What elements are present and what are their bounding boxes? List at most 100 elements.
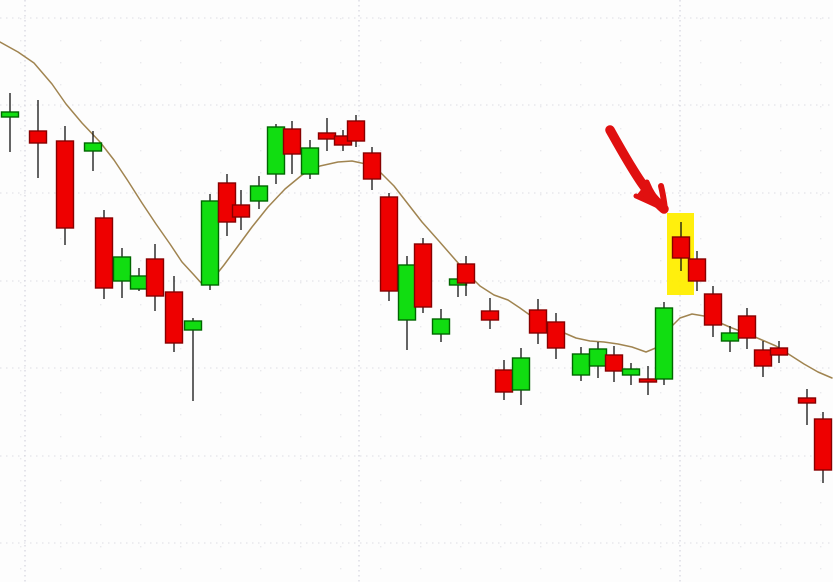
- candle: [753, 341, 773, 377]
- candle-body: [379, 196, 399, 292]
- candle-body: [511, 357, 531, 391]
- grid-dot: [460, 238, 462, 240]
- grid-dot: [300, 106, 302, 108]
- grid-dot: [380, 304, 382, 306]
- candle: [797, 389, 817, 425]
- grid-dot: [220, 260, 222, 262]
- grid-dot: [540, 150, 542, 152]
- grid-dot: [300, 370, 302, 372]
- grid-dot: [540, 502, 542, 504]
- grid-dot: [540, 172, 542, 174]
- candle-body: [604, 354, 624, 372]
- grid-dot: [140, 392, 142, 394]
- candle-body: [720, 332, 740, 342]
- grid-dot: [780, 458, 782, 460]
- grid-dot: [60, 348, 62, 350]
- candle-body: [456, 263, 476, 284]
- grid-dot: [260, 502, 262, 504]
- grid-dot: [460, 304, 462, 306]
- candle: [217, 174, 237, 236]
- grid-dot: [660, 304, 662, 306]
- grid-dot: [340, 18, 342, 20]
- grid-dot: [420, 546, 422, 548]
- grid-dot: [500, 414, 502, 416]
- grid-dot: [220, 480, 222, 482]
- grid-dot: [460, 480, 462, 482]
- candle: [431, 309, 451, 342]
- candle-body: [217, 182, 237, 223]
- grid-dot: [620, 326, 622, 328]
- grid-dot: [780, 40, 782, 42]
- grid-dot: [540, 458, 542, 460]
- grid-dot: [500, 568, 502, 570]
- candle: [413, 238, 433, 313]
- candle-body: [112, 256, 132, 282]
- grid-dot: [140, 238, 142, 240]
- grid-dot: [20, 304, 22, 306]
- arrow-head-barb: [658, 183, 668, 212]
- grid-dot: [220, 172, 222, 174]
- grid-dot: [540, 128, 542, 130]
- grid-dot: [740, 502, 742, 504]
- grid-dot: [100, 480, 102, 482]
- grid-dot: [260, 260, 262, 262]
- grid-dot: [220, 238, 222, 240]
- grid-dot: [740, 40, 742, 42]
- grid-dot: [300, 326, 302, 328]
- grid-dot: [820, 150, 822, 152]
- candle: [703, 286, 723, 337]
- grid-dot: [460, 18, 462, 20]
- candle-body: [413, 243, 433, 308]
- grid-dot: [620, 414, 622, 416]
- grid-dot: [20, 524, 22, 526]
- grid-dot: [140, 568, 142, 570]
- grid-dot: [780, 128, 782, 130]
- grid-dot: [580, 326, 582, 328]
- grid-dot: [60, 436, 62, 438]
- grid-dot: [340, 282, 342, 284]
- grid-dot: [740, 458, 742, 460]
- grid-dot: [740, 414, 742, 416]
- candle-body: [282, 128, 302, 155]
- grid-dot: [620, 106, 622, 108]
- grid-dot: [260, 238, 262, 240]
- grid-dot: [700, 480, 702, 482]
- grid-dot: [220, 524, 222, 526]
- grid-dot: [380, 18, 382, 20]
- grid-dot: [100, 40, 102, 42]
- grid-dot: [20, 370, 22, 372]
- grid-dot: [500, 172, 502, 174]
- grid-dot: [140, 348, 142, 350]
- grid-dot: [620, 62, 622, 64]
- candle-body: [687, 258, 707, 282]
- grid-dot: [260, 546, 262, 548]
- grid-dot: [300, 62, 302, 64]
- grid-dot: [740, 194, 742, 196]
- grid-dot: [140, 414, 142, 416]
- grid-dot: [380, 392, 382, 394]
- grid-dot: [380, 414, 382, 416]
- ma-polyline: [0, 41, 833, 379]
- grid-dot: [540, 40, 542, 42]
- grid-dot: [140, 172, 142, 174]
- grid-dot: [620, 172, 622, 174]
- grid-dot: [420, 326, 422, 328]
- grid-dot: [780, 84, 782, 86]
- candle: [300, 140, 320, 179]
- grid-dot: [380, 370, 382, 372]
- grid-dot: [460, 194, 462, 196]
- candle-body: [654, 307, 674, 380]
- grid-dot: [20, 282, 22, 284]
- grid-dot: [620, 84, 622, 86]
- grid-dot: [60, 502, 62, 504]
- grid-dot: [260, 370, 262, 372]
- grid-dot: [180, 62, 182, 64]
- grid-dot: [780, 62, 782, 64]
- grid-dot: [500, 40, 502, 42]
- grid-dot: [340, 546, 342, 548]
- grid-dot: [340, 150, 342, 152]
- grid-dot: [420, 458, 422, 460]
- grid-dot: [220, 128, 222, 130]
- grid-dot: [820, 84, 822, 86]
- grid-dot: [580, 414, 582, 416]
